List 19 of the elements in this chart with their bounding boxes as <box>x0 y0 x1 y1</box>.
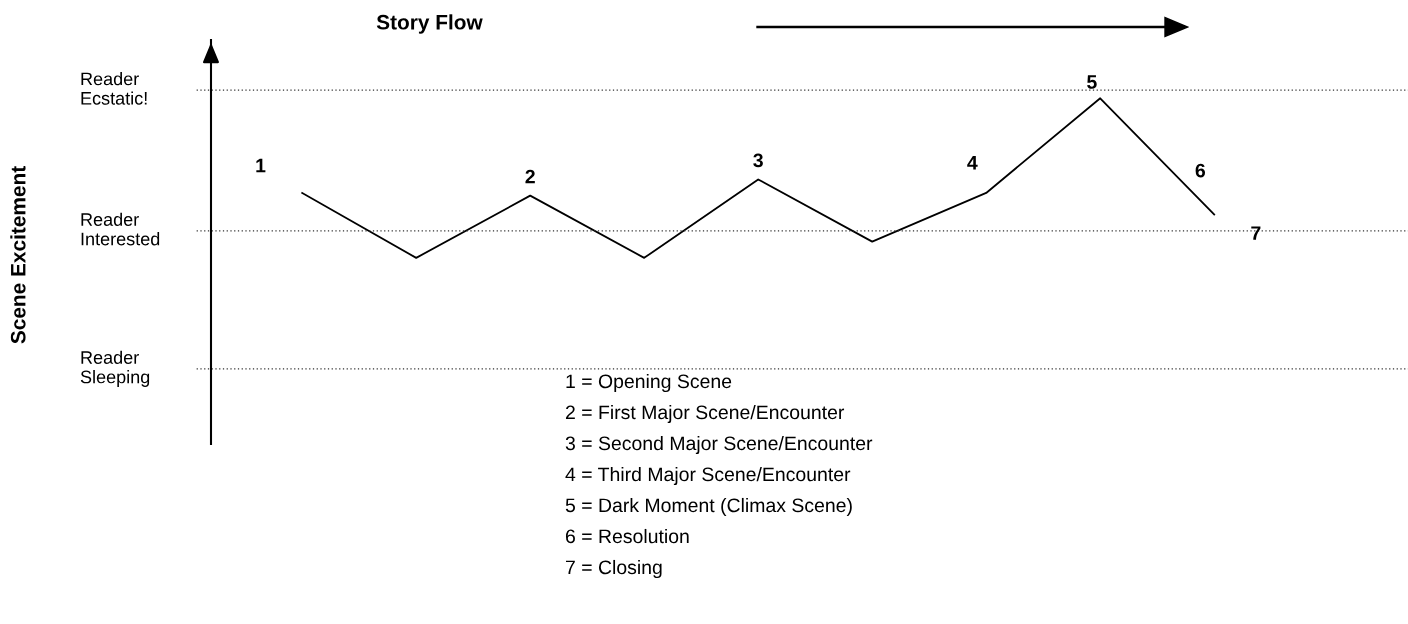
text: 2 = First Major Scene/Encounter <box>565 404 845 424</box>
ref-line-label: Reader Ecstatic! <box>81 72 147 105</box>
annotation: 6 <box>1195 163 1206 178</box>
annotation: 7 <box>1251 226 1261 240</box>
text: 5 <box>1087 75 1097 89</box>
annotation: 2 <box>525 169 535 184</box>
ref-line-label: Reader Sleeping <box>80 350 150 387</box>
text: 6 = Resolution <box>565 528 689 544</box>
text: 4 = Third Major Scene/Encounter <box>565 466 851 486</box>
ref-line-label: Reader Interested <box>81 212 160 246</box>
text: 3 = Second Major Scene/Encounter <box>565 435 873 455</box>
x-axis-title: Story Flow <box>376 14 483 34</box>
text: 1 = Opening Scene <box>566 373 732 393</box>
text: Scene Excitement <box>10 166 26 344</box>
text: 5 = Dark Moment (Climax Scene) <box>565 497 852 517</box>
text: 7 = Closing <box>566 559 662 579</box>
annotation: 4 <box>967 156 978 170</box>
annotation: 1 <box>256 158 266 173</box>
annotation: 3 <box>753 153 763 168</box>
